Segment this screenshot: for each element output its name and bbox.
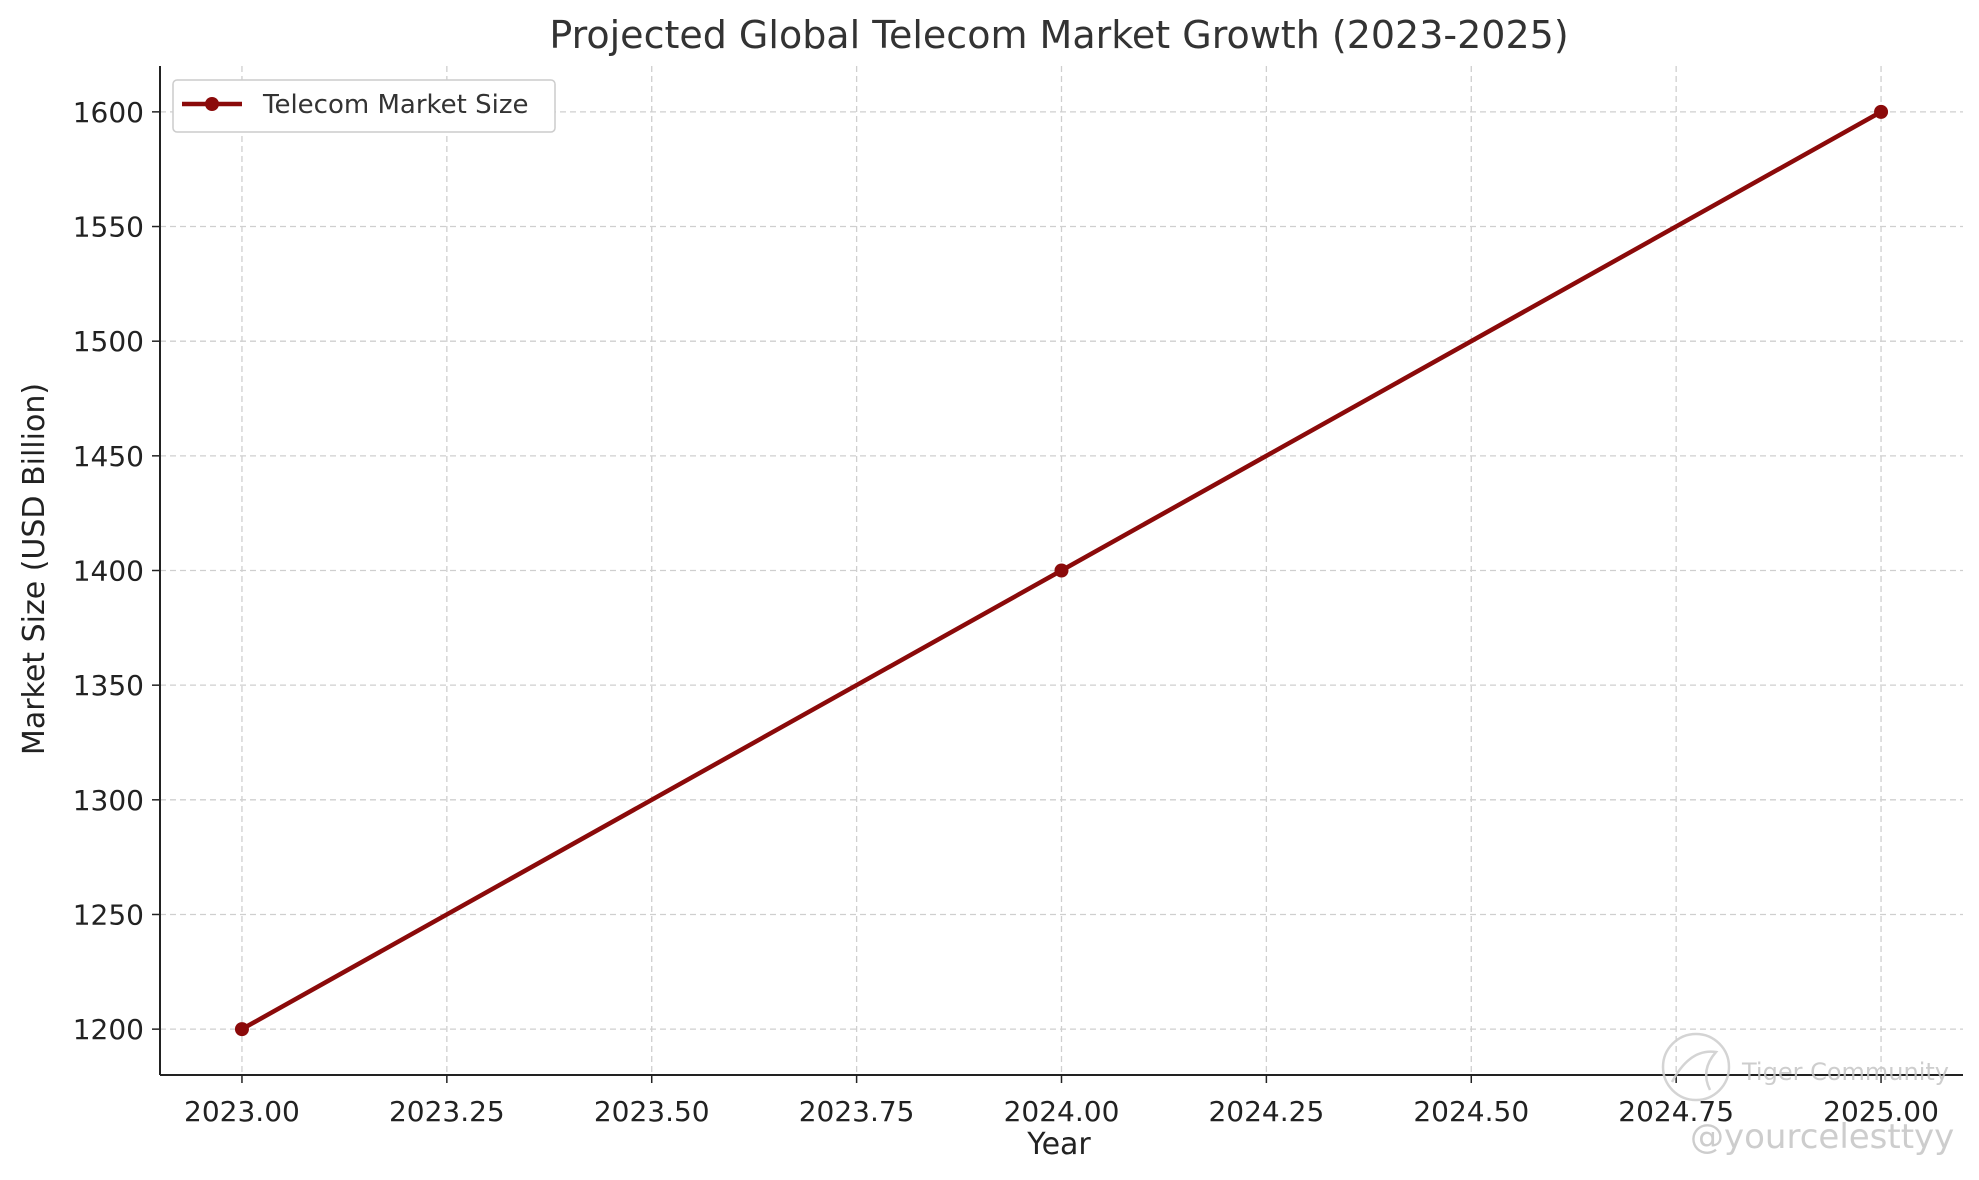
x-tick-label: 2023.50 — [594, 1095, 710, 1128]
y-tick-label: 1500 — [73, 325, 144, 358]
watermark-logo-icon — [1661, 1032, 1731, 1102]
x-tick-label: 2023.00 — [184, 1095, 300, 1128]
x-axis-title: Year — [1026, 1127, 1091, 1162]
y-axis-ticks: 1200 1250 1300 1350 1400 1450 1500 1550 1600 — [73, 96, 160, 1046]
y-tick-label: 1400 — [73, 555, 144, 588]
x-tick-label: 2024.00 — [1004, 1095, 1120, 1128]
x-tick-label: 2024.50 — [1413, 1095, 1529, 1128]
y-axis-title: Market Size (USD Billion) — [17, 383, 52, 755]
y-tick-label: 1350 — [73, 669, 144, 702]
x-tick-label: 2025.00 — [1823, 1095, 1939, 1128]
y-tick-label: 1450 — [73, 440, 144, 473]
y-tick-label: 1600 — [73, 96, 144, 129]
y-tick-label: 1550 — [73, 211, 144, 244]
watermark-brand: Tiger Community — [1741, 1058, 1949, 1086]
legend-marker-swatch — [205, 97, 219, 111]
chart-title: Projected Global Telecom Market Growth (… — [549, 13, 1568, 57]
x-tick-label: 2024.25 — [1208, 1095, 1324, 1128]
y-tick-label: 1250 — [73, 898, 144, 931]
legend: Telecom Market Size — [172, 79, 556, 133]
x-tick-label: 2024.75 — [1618, 1095, 1734, 1128]
data-point-marker — [1054, 563, 1069, 578]
legend-box — [172, 79, 556, 133]
watermark-logo-stroke — [1670, 1050, 1719, 1091]
legend-label: Telecom Market Size — [262, 90, 528, 120]
watermark-handle: @yourcelesttyy — [1690, 1117, 1954, 1157]
series-layer — [234, 104, 1889, 1037]
grid-lines — [160, 66, 1963, 1075]
x-tick-label: 2023.25 — [389, 1095, 505, 1128]
data-point-marker — [1874, 104, 1889, 119]
watermark: Tiger Community @yourcelesttyy — [1661, 1032, 1954, 1157]
x-tick-label: 2023.75 — [799, 1095, 915, 1128]
data-point-marker — [234, 1022, 249, 1037]
y-tick-label: 1300 — [73, 784, 144, 817]
x-axis-ticks: 2023.00 2023.25 2023.50 2023.75 2024.00 2024.… — [184, 1075, 1939, 1128]
y-tick-label: 1200 — [73, 1013, 144, 1046]
